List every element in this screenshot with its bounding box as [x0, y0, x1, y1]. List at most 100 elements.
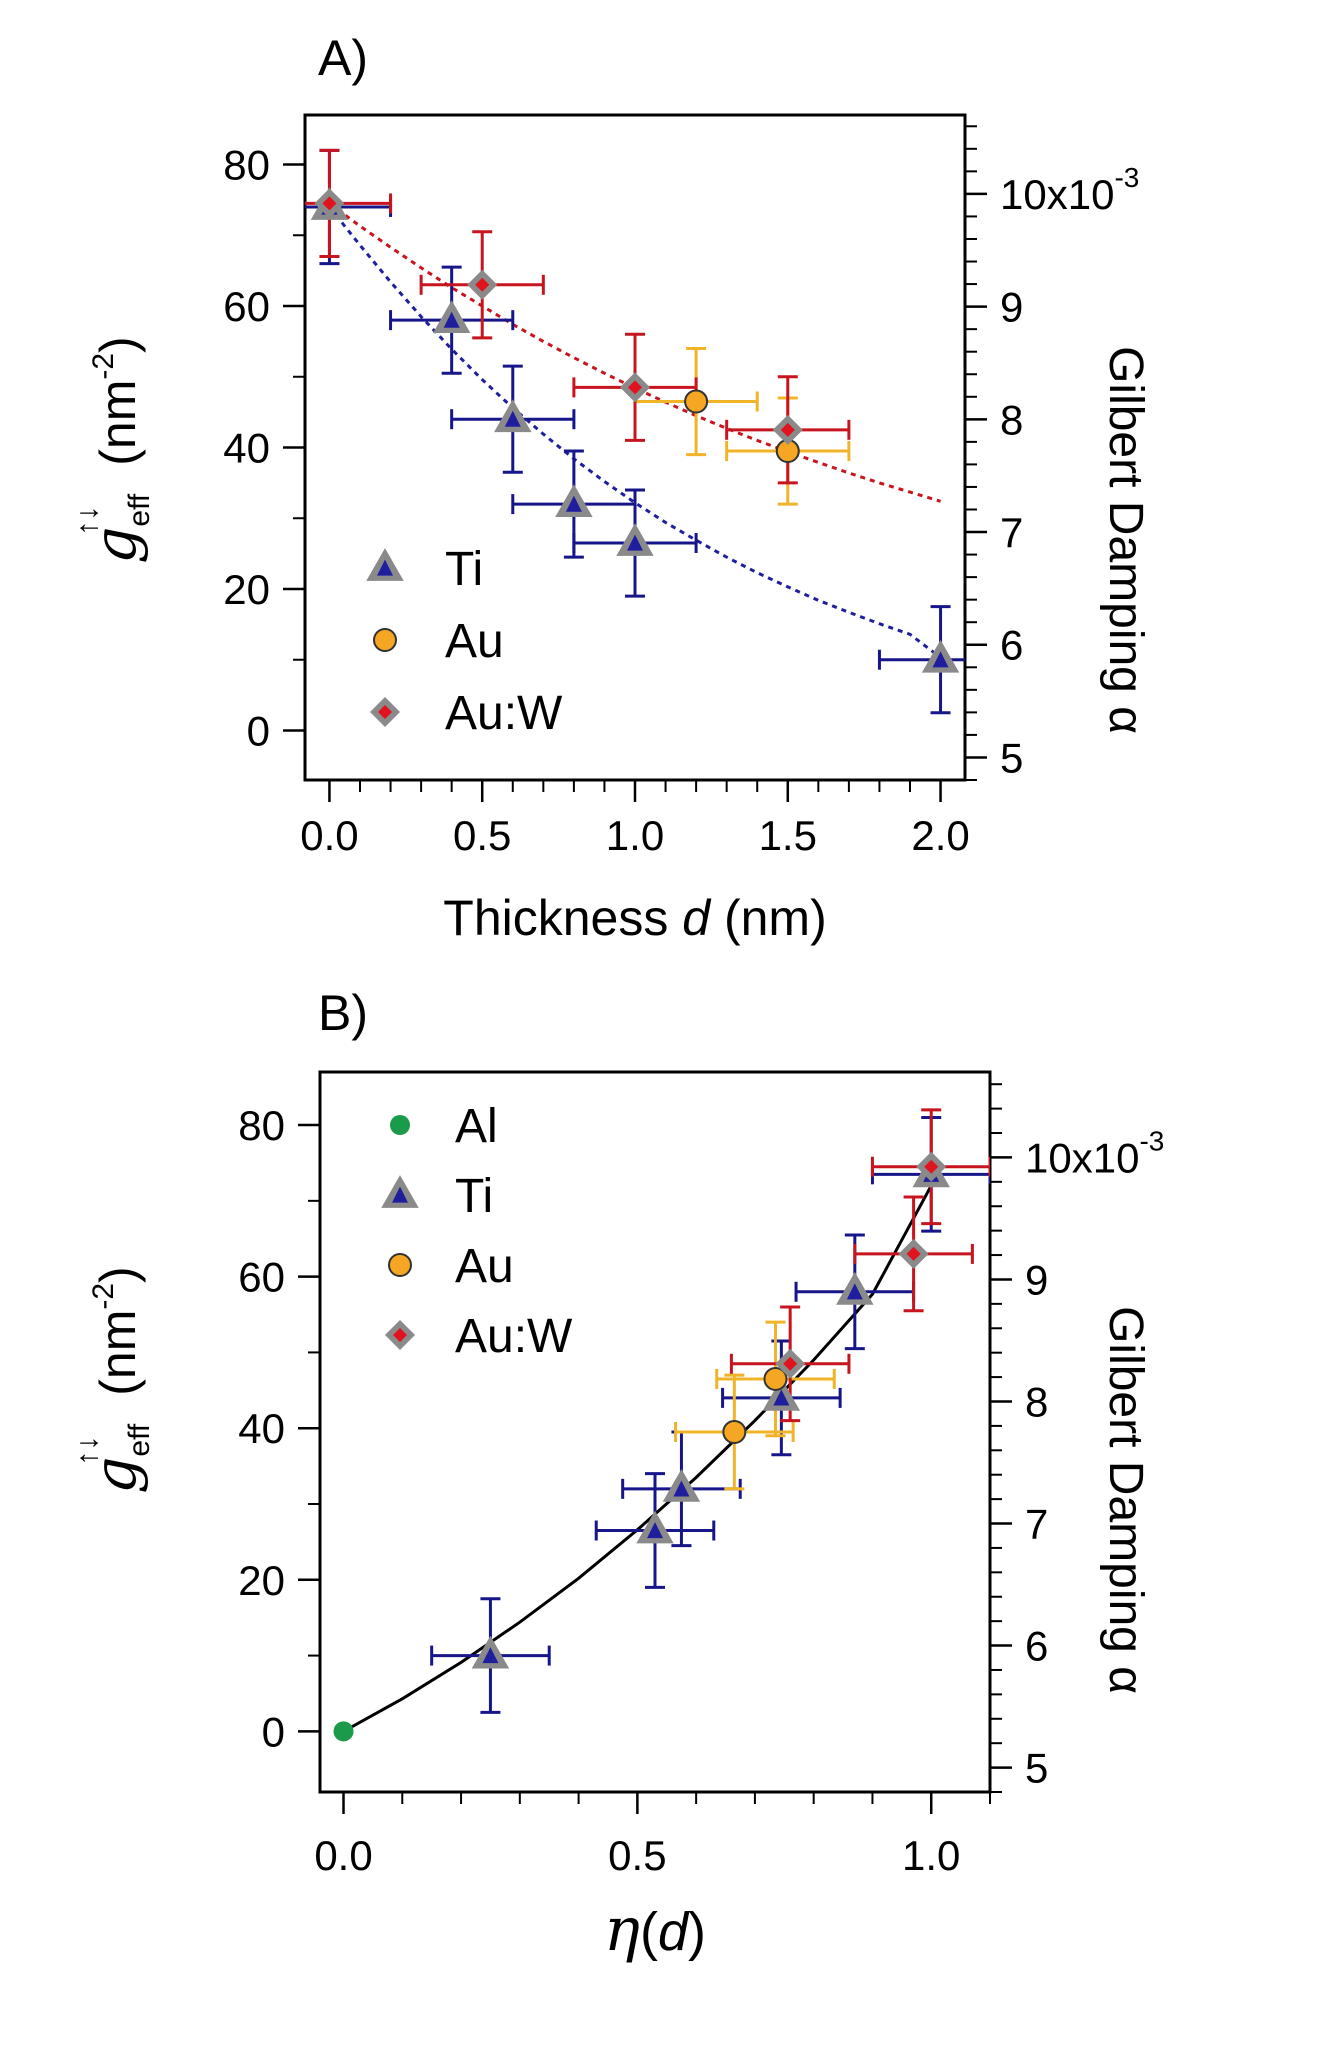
point-ti-core	[773, 1389, 790, 1406]
legend-marker-core	[392, 1186, 408, 1203]
y-tick-label: 0	[262, 1708, 285, 1755]
y-tick-label: 80	[238, 1102, 285, 1149]
point-au	[722, 1420, 747, 1444]
point-ti-core	[932, 651, 949, 668]
y-tick-label: 40	[238, 1405, 285, 1452]
y-axis-unit: )	[90, 336, 146, 353]
y2-exponent: -3	[1139, 1125, 1164, 1156]
y2-exponent: -3	[1114, 162, 1139, 193]
point-auw-core	[924, 1159, 939, 1174]
y2-axis-label: Gilbert Damping α	[1099, 346, 1152, 734]
y-axis-unit: (nm	[90, 380, 146, 466]
legend-marker	[388, 1253, 412, 1277]
y-tick-label: 60	[223, 283, 270, 330]
point-ti-core	[673, 1480, 690, 1497]
point-ti-core	[647, 1522, 663, 1539]
y-axis-unit-exp: -2	[87, 1283, 120, 1310]
y2-axis-label-text: Gilbert Damping α	[1099, 1306, 1152, 1694]
y2-tick-label: 6	[1000, 622, 1023, 669]
y-tick-label: 20	[223, 566, 270, 613]
x-axis-label-part: d	[682, 890, 712, 946]
y2-tick-label: 5	[1025, 1745, 1048, 1792]
y-axis-unit: (nm	[90, 1310, 146, 1396]
x-tick-label: 0.5	[608, 1832, 666, 1879]
x-tick-label: 1.5	[759, 812, 817, 859]
x-tick-label: 0.5	[453, 812, 511, 859]
y2-tick-label: 5	[1000, 734, 1023, 781]
legend-marker-core	[378, 705, 392, 719]
legend-label: Au:W	[445, 687, 563, 740]
x-axis-paren: (	[640, 1902, 658, 1962]
y2-tick-label: 8	[1025, 1378, 1048, 1425]
point-auw-core	[780, 422, 795, 437]
y-axis-unit-exp: -2	[87, 353, 120, 380]
y2-axis-label: Gilbert Damping α	[1099, 1306, 1152, 1694]
point-al	[333, 1721, 354, 1742]
y-axis-sup: ↑↓	[71, 506, 104, 536]
point-auw-core	[475, 277, 490, 292]
fit-curve	[328, 202, 942, 503]
point-ti-core	[846, 1283, 863, 1300]
y-tick-label: 0	[247, 707, 270, 754]
y2-tick-label: 10x10-3	[1000, 162, 1139, 218]
legend-label: Au	[455, 1240, 514, 1293]
y-axis-label-text: geff ↑↓ (nm-2)	[71, 1266, 156, 1493]
panel-label: A)	[318, 30, 368, 86]
legend-marker-core	[377, 559, 393, 576]
y-axis-label-text: geff ↑↓ (nm-2)	[71, 336, 156, 563]
y2-tick-label: 7	[1000, 509, 1023, 556]
x-tick-label: 0.0	[300, 812, 358, 859]
y-tick-label: 80	[223, 142, 270, 189]
legend-label: Ti	[455, 1170, 493, 1223]
y-tick-label: 40	[223, 425, 270, 472]
y-axis-symbol: g	[81, 527, 149, 564]
y2-tick-label: 6	[1025, 1623, 1048, 1670]
legend-marker	[373, 628, 397, 652]
y-axis-sub: eff	[123, 493, 156, 526]
x-axis-label-part: Thickness	[443, 890, 682, 946]
point-au	[684, 389, 709, 414]
point-ti-core	[443, 311, 460, 328]
plot-frame	[303, 113, 967, 782]
y-axis-label: geff ↑↓ (nm-2)	[71, 336, 156, 563]
y2-axis-label-text: Gilbert Damping α	[1099, 346, 1152, 734]
y2-tick-label: 9	[1000, 284, 1023, 331]
y-tick-label: 20	[238, 1557, 285, 1604]
legend-label: Al	[455, 1100, 498, 1153]
legend-label: Ti	[445, 543, 483, 596]
point-ti-core	[627, 534, 643, 551]
panel-b: B) 0.0 0.5 1.0 0 20 40 60 80 5 6 7 8 9 10x10-3 Al Ti Au Au…	[71, 985, 1164, 1965]
y-axis-sub: eff	[123, 1423, 156, 1456]
y2-tick-label: 8	[1000, 396, 1023, 443]
point-auw-core	[322, 196, 337, 211]
point-ti-core	[482, 1647, 499, 1664]
legend-label: Au:W	[455, 1310, 573, 1363]
y-tick-label: 60	[238, 1254, 285, 1301]
y-axis-label: geff ↑↓ (nm-2)	[71, 1266, 156, 1493]
x-axis-var: d	[658, 1902, 690, 1962]
x-axis-label: η(d)	[604, 1895, 706, 1965]
y-axis-sup: ↑↓	[71, 1436, 104, 1466]
point-ti-core	[565, 495, 582, 512]
y-axis-symbol: g	[81, 1457, 149, 1494]
y-axis-unit: )	[90, 1266, 146, 1283]
plot-area	[333, 1108, 990, 1742]
x-axis-symbol: η	[604, 1895, 640, 1965]
x-tick-label: 2.0	[911, 812, 969, 859]
legend-label: Au	[445, 615, 504, 668]
plot-area	[305, 148, 965, 715]
point-ti-core	[504, 410, 521, 427]
x-tick-label: 1.0	[606, 812, 664, 859]
x-axis-label-part: (nm)	[710, 890, 827, 946]
y2-tick-label: 9	[1025, 1256, 1048, 1303]
point-auw-core	[783, 1356, 798, 1371]
panel-label: B)	[318, 985, 368, 1041]
y2-tick-label: 10x10-3	[1025, 1125, 1164, 1181]
x-axis-label: Thickness d (nm)	[443, 890, 826, 946]
legend-marker-core	[393, 1328, 407, 1342]
x-tick-label: 0.0	[314, 1832, 372, 1879]
point-auw-core	[628, 380, 642, 395]
legend-marker	[390, 1115, 410, 1135]
point-auw-core	[906, 1246, 921, 1261]
